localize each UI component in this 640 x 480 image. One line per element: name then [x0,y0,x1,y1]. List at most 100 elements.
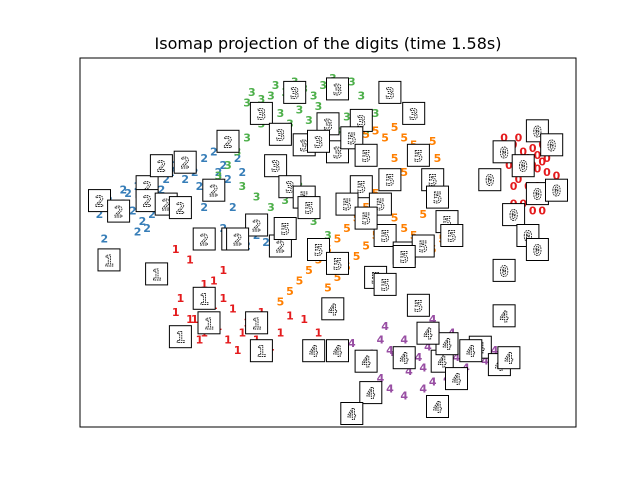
digit-point-3: 3 [215,170,223,183]
digit-point-5: 5 [434,152,442,165]
digit-point-0: 0 [543,166,551,179]
svg-text:4: 4 [433,399,442,417]
digit-thumbnail-4: 4 [497,346,521,370]
digit-thumbnail-2: 2 [107,199,131,223]
digit-point-1: 1 [224,334,232,347]
digit-point-3: 3 [258,93,266,106]
digit-thumbnail-5: 5 [307,238,330,261]
digit-point-0: 0 [500,131,508,144]
svg-text:2: 2 [95,193,104,211]
svg-text:5: 5 [414,147,423,165]
digit-point-2: 2 [129,205,137,218]
digit-thumbnail-5: 5 [373,224,397,247]
digit-thumbnail-2: 2 [202,178,226,202]
digit-point-4: 4 [424,341,432,354]
digit-point-3: 3 [238,180,246,193]
digit-thumbnail-5: 5 [440,224,464,247]
digit-point-5: 5 [296,274,304,287]
svg-text:2: 2 [143,179,152,197]
digit-thumbnail-1: 1 [97,248,121,272]
digit-point-5: 5 [305,264,313,277]
digit-point-4: 4 [405,365,413,378]
svg-text:4: 4 [452,371,461,389]
svg-text:3: 3 [333,81,342,99]
digit-point-3: 3 [272,79,280,92]
digit-thumbnail-5: 5 [392,245,416,268]
chart-title: Isomap projection of the digits (time 1.… [155,34,502,53]
digit-thumbnail-4: 4 [302,339,326,363]
digit-point-0: 0 [543,152,551,165]
thumbnail-layer: 0000000000011111111222222222222223333333… [88,77,568,425]
digit-point-4: 4 [419,383,427,396]
digit-point-5: 5 [400,131,408,144]
digit-point-5: 5 [324,281,332,294]
digit-thumbnail-5: 5 [340,126,364,150]
svg-text:0: 0 [533,242,542,260]
plot-frame [79,57,577,428]
digit-point-5: 5 [334,271,342,284]
svg-text:1: 1 [152,266,161,284]
digit-thumbnail-0: 0 [540,133,564,157]
svg-text:5: 5 [362,147,371,165]
digit-thumbnail-4: 4 [326,339,349,363]
digit-point-2: 2 [100,233,108,246]
digit-thumbnail-3: 3 [326,77,349,101]
digit-point-5: 5 [334,233,342,246]
digit-point-3: 3 [305,114,313,127]
svg-text:4: 4 [500,308,509,326]
svg-text:4: 4 [333,343,342,361]
digit-point-5: 5 [391,212,399,225]
digit-thumbnail-1: 1 [168,325,192,349]
digit-thumbnail-3: 3 [249,101,273,125]
digit-point-0: 0 [505,159,513,172]
digit-thumbnail-0: 0 [545,178,568,202]
digit-thumbnail-2: 2 [173,150,197,174]
digit-point-4: 4 [415,351,423,364]
svg-text:5: 5 [381,276,390,294]
digit-point-4: 4 [400,390,408,403]
digit-point-5: 5 [343,222,351,235]
svg-text:5: 5 [419,238,428,256]
digit-thumbnail-1: 1 [192,286,216,310]
digit-point-5: 5 [362,128,370,141]
svg-text:4: 4 [328,301,337,319]
digit-thumbnail-4: 4 [435,332,459,356]
digit-point-0: 0 [534,163,542,176]
svg-text:5: 5 [281,221,290,239]
digit-thumbnail-3: 3 [268,122,292,146]
digit-point-4: 4 [386,344,394,357]
svg-text:2: 2 [223,133,232,151]
svg-text:5: 5 [433,189,442,207]
svg-text:2: 2 [233,231,242,249]
svg-text:3: 3 [357,112,366,130]
digit-point-4: 4 [429,313,437,326]
digit-thumbnail-4: 4 [492,304,516,328]
digit-point-5: 5 [372,124,380,137]
digit-point-2: 2 [224,173,232,186]
digit-thumbnail-2: 2 [268,234,292,258]
digit-point-4: 4 [377,334,385,347]
digit-thumbnail-5: 5 [354,143,378,167]
digit-point-2: 2 [162,173,170,186]
digit-point-1: 1 [191,313,199,326]
digit-point-5: 5 [362,240,370,253]
svg-text:4: 4 [347,406,356,424]
digit-point-3: 3 [267,201,275,214]
digit-point-1: 1 [277,327,285,340]
digit-thumbnail-2: 2 [245,213,269,237]
digit-point-5: 5 [391,152,399,165]
svg-text:4: 4 [366,385,375,403]
digit-thumbnail-2: 2 [88,189,111,213]
digit-thumbnail-3: 3 [316,112,340,136]
digit-point-1: 1 [172,306,180,319]
digit-point-1: 1 [210,274,218,287]
digit-point-0: 0 [529,142,537,155]
svg-text:0: 0 [533,123,542,141]
digit-thumbnail-1: 1 [245,311,269,335]
svg-text:5: 5 [342,196,351,214]
svg-text:4: 4 [423,325,432,343]
digit-point-4: 4 [491,344,499,357]
digit-thumbnail-5: 5 [326,251,349,275]
svg-text:5: 5 [304,200,313,218]
svg-text:3: 3 [271,158,280,176]
